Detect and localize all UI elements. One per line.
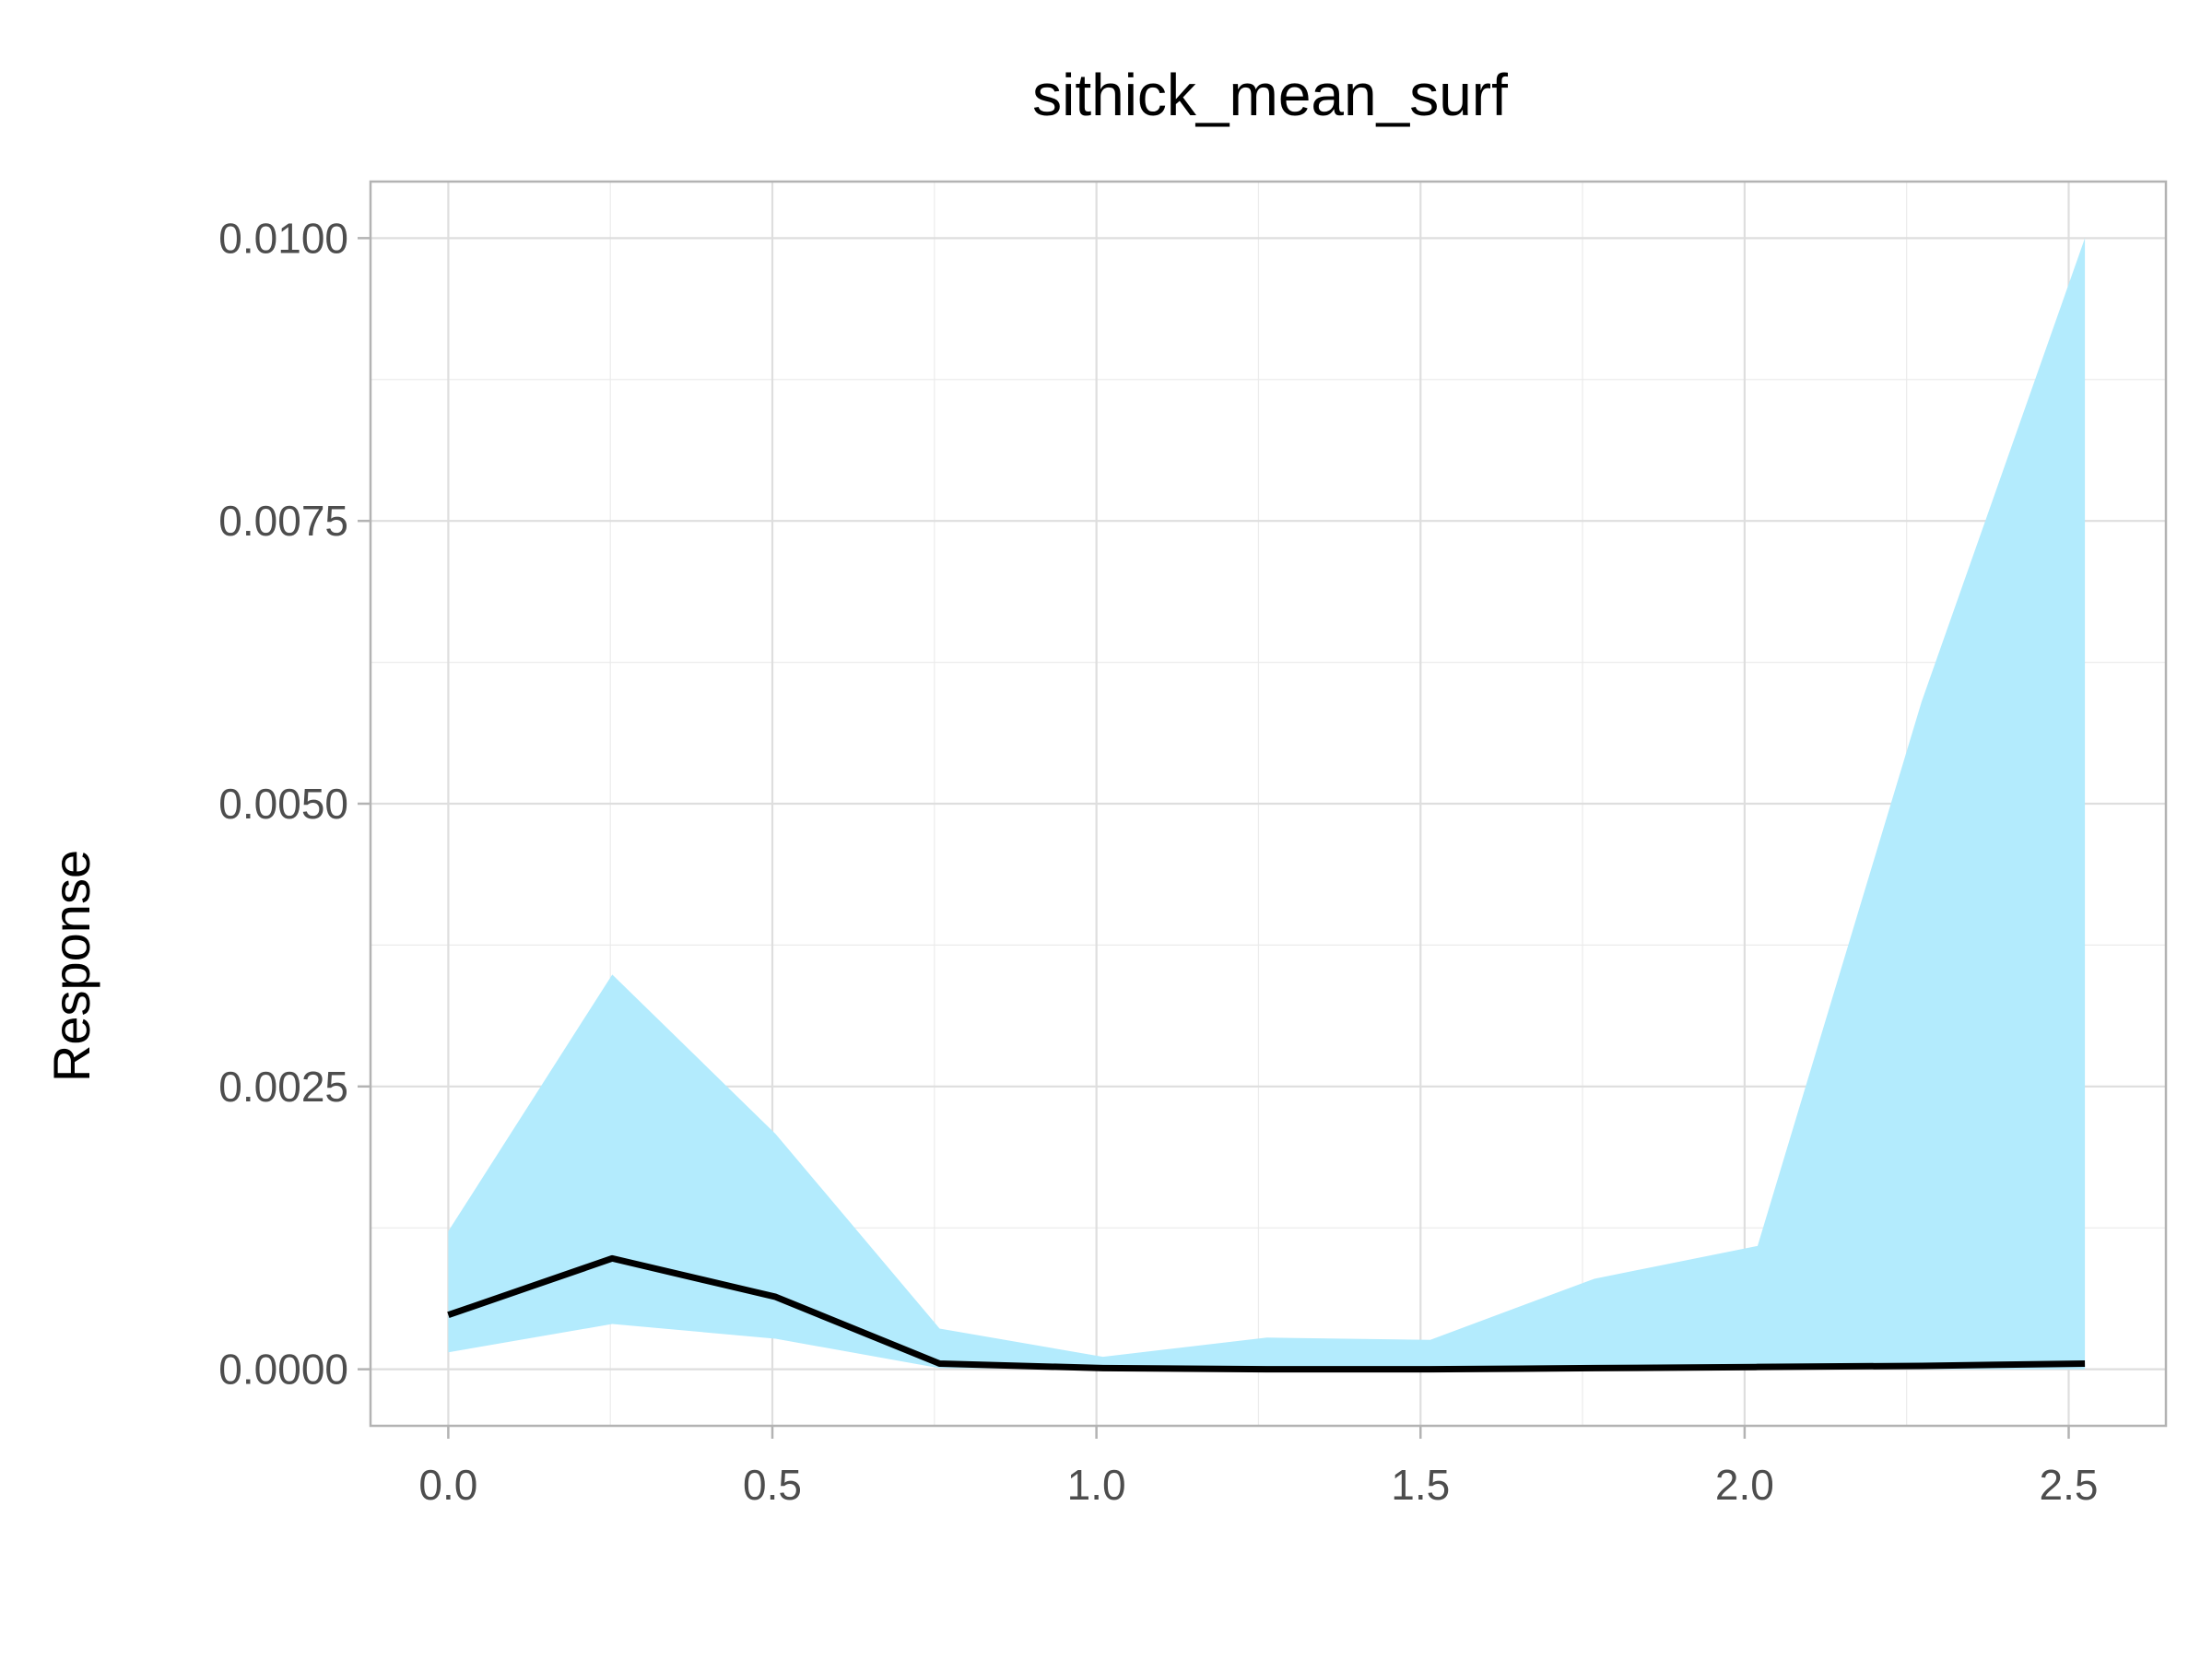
chart-title: sithick_mean_surf	[1032, 62, 1508, 128]
y-tick-label: 0.0000	[218, 1346, 348, 1394]
x-tick-label: 2.0	[1715, 1461, 1774, 1509]
response-line	[447, 1254, 2086, 1373]
y-tick-label: 0.0100	[218, 214, 348, 262]
x-tick-label: 2.5	[2040, 1461, 2099, 1509]
series-layer	[447, 238, 2086, 1373]
tick-labels: 0.0 0.5 1.0 1.5 2.0 2.5 0.0000 0.0025 0.0050 0.00…	[218, 214, 2098, 1509]
y-tick-label: 0.0025	[218, 1063, 348, 1111]
x-tick-label: 0.5	[743, 1461, 802, 1509]
x-tick-label: 1.0	[1067, 1461, 1126, 1509]
axis-ticks	[358, 237, 2070, 1439]
x-tick-label: 1.5	[1391, 1461, 1450, 1509]
y-tick-label: 0.0075	[218, 497, 348, 545]
x-tick-label: 0.0	[418, 1461, 477, 1509]
y-axis-label: Response	[42, 850, 100, 1082]
y-tick-label: 0.0050	[218, 780, 348, 828]
